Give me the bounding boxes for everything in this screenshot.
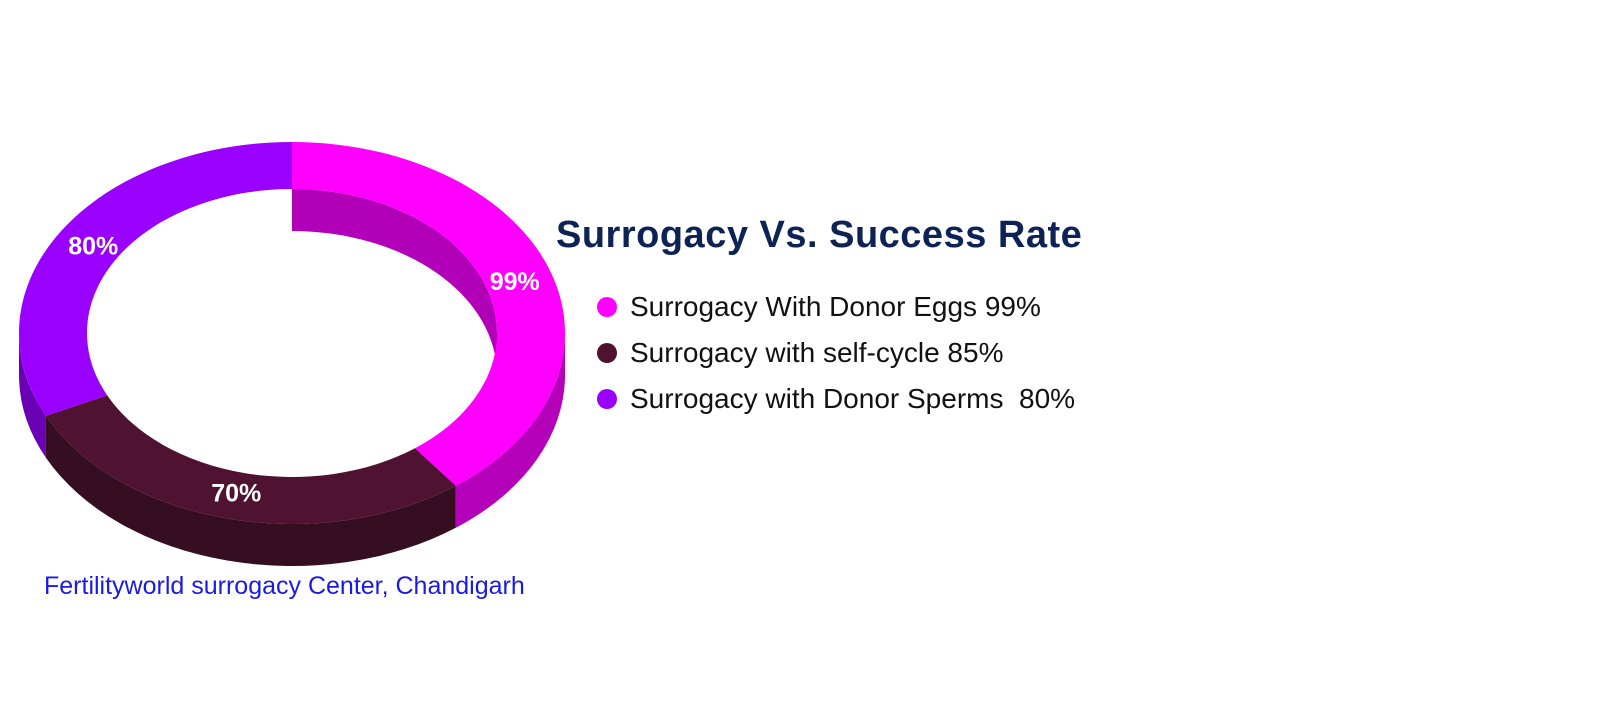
donut-slice-label-2: 80% (68, 233, 118, 261)
donut-chart: 99% 70% 80% (18, 142, 565, 566)
footer-caption: Fertilityworld surrogacy Center, Chandig… (44, 572, 525, 600)
legend-item-donor-eggs: Surrogacy With Donor Eggs 99% (597, 284, 1075, 330)
legend-dot-donor-eggs (597, 297, 617, 317)
chart-title: Surrogacy Vs. Success Rate (556, 214, 1083, 256)
donut-side-wall-1 (45, 415, 456, 566)
donut-top-faces (18, 142, 565, 524)
donut-side-wall-0 (455, 333, 565, 528)
donut-inner-walls (292, 189, 497, 375)
chart-legend: Surrogacy With Donor Eggs 99% Surrogacy … (597, 284, 1075, 422)
donut-slice-label-1: 70% (211, 480, 261, 508)
legend-item-donor-sperms: Surrogacy with Donor Sperms 80% (597, 376, 1075, 422)
donut-slice-2 (18, 142, 292, 416)
legend-text-donor-sperms: Surrogacy with Donor Sperms 80% (630, 383, 1076, 414)
legend-dot-donor-sperms (597, 389, 617, 409)
legend-dot-self-cycle (597, 343, 617, 363)
legend-text-donor-eggs: Surrogacy With Donor Eggs 99% (630, 291, 1041, 322)
donut-slice-label-0: 99% (490, 268, 540, 296)
legend-item-self-cycle: Surrogacy with self-cycle 85% (597, 330, 1075, 376)
donut-side-walls (19, 333, 565, 566)
donut-hole (87, 231, 497, 519)
donut-inner-wall-0 (292, 189, 497, 375)
donut-slice-1 (45, 395, 456, 524)
donut-side-wall-2 (19, 333, 46, 458)
donut-slice-0 (292, 142, 565, 486)
donut-slice-labels: 99% 70% 80% (68, 233, 540, 508)
legend-text-self-cycle: Surrogacy with self-cycle 85% (630, 337, 1004, 368)
